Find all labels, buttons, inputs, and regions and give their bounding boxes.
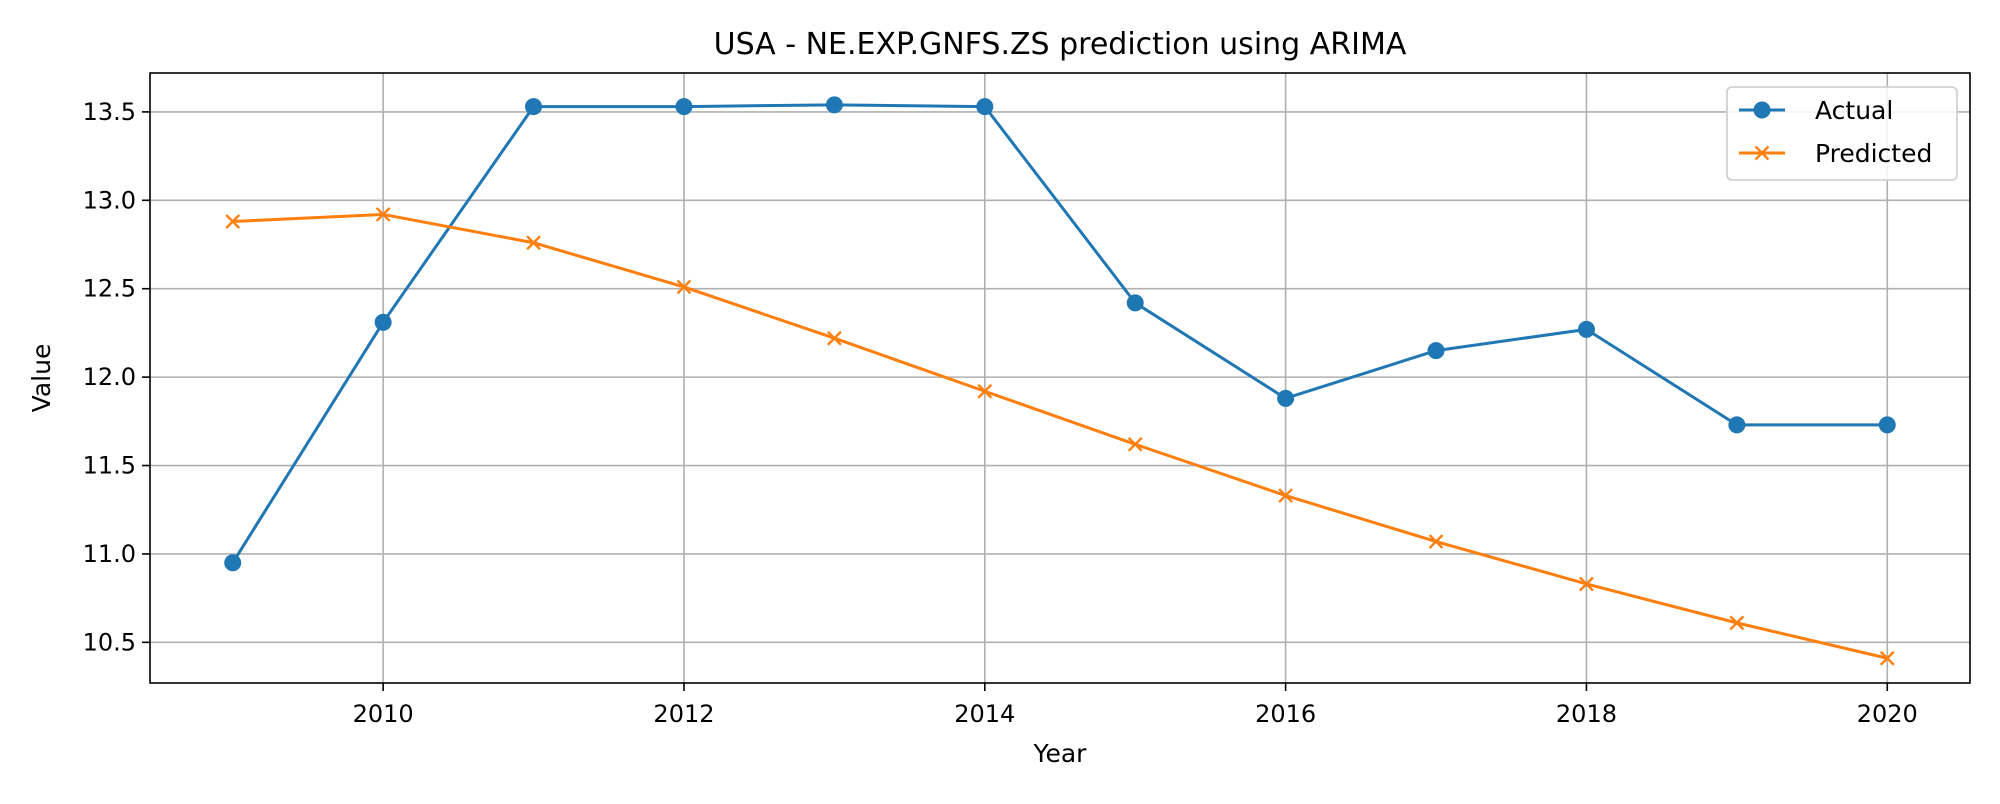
predicted-point xyxy=(1278,488,1293,503)
actual-point xyxy=(1277,389,1295,407)
series-layer xyxy=(224,96,1896,666)
predicted-point xyxy=(1879,650,1895,666)
legend: Actual Predicted xyxy=(1726,86,1958,181)
predicted-point xyxy=(676,279,692,295)
actual-point xyxy=(224,554,242,572)
actual-point xyxy=(525,98,543,116)
grid xyxy=(150,73,1970,683)
actual-point xyxy=(1126,294,1144,312)
actual-point xyxy=(976,98,994,116)
x-tick-label: 2014 xyxy=(954,700,1015,728)
chart-title: USA - NE.EXP.GNFS.ZS prediction using AR… xyxy=(714,27,1407,62)
legend-marker-actual xyxy=(1753,101,1771,119)
y-tick-label: 12.5 xyxy=(83,275,136,303)
predicted-point xyxy=(1127,436,1143,452)
y-tick-label: 10.5 xyxy=(83,628,136,656)
legend-label-predicted: Predicted xyxy=(1815,139,1932,168)
actual-point xyxy=(1427,342,1445,360)
predicted-series xyxy=(225,207,1895,666)
x-tick-label: 2018 xyxy=(1556,700,1617,728)
actual-point xyxy=(825,96,843,114)
y-tick-label: 12.0 xyxy=(83,363,136,391)
x-axis-title: Year xyxy=(1033,739,1088,768)
x-tick-label: 2016 xyxy=(1255,700,1316,728)
actual-point xyxy=(1577,320,1595,338)
actual-point xyxy=(1728,416,1746,434)
y-tick-label: 11.5 xyxy=(83,452,136,480)
predicted-line xyxy=(232,212,1888,660)
actual-series xyxy=(224,96,1896,572)
actual-point xyxy=(374,313,392,331)
plot-frame xyxy=(149,72,1971,684)
predicted-point xyxy=(1428,534,1444,549)
ticks: 2010 2012 2014 2016 2018 2020 10.5 11.0 11.5 12.0… xyxy=(83,98,1918,728)
x-tick-label: 2010 xyxy=(353,700,414,728)
predicted-point xyxy=(225,214,241,229)
y-tick-label: 13.0 xyxy=(83,186,136,214)
x-tick-label: 2012 xyxy=(653,700,714,728)
y-tick-label: 13.5 xyxy=(83,98,136,126)
predicted-point xyxy=(526,235,541,251)
actual-point xyxy=(675,98,693,116)
actual-point xyxy=(1878,416,1896,434)
y-axis-title: Value xyxy=(27,344,56,413)
x-tick-label: 2020 xyxy=(1857,700,1918,728)
predicted-point xyxy=(375,207,391,222)
predicted-point xyxy=(1729,615,1745,631)
y-tick-label: 11.0 xyxy=(83,540,136,568)
legend-label-actual: Actual xyxy=(1815,96,1893,125)
predicted-point xyxy=(827,330,842,346)
predicted-point xyxy=(977,383,993,399)
predicted-point xyxy=(1579,576,1594,592)
actual-line xyxy=(231,103,1888,564)
legend-marker-predicted xyxy=(1754,145,1770,161)
